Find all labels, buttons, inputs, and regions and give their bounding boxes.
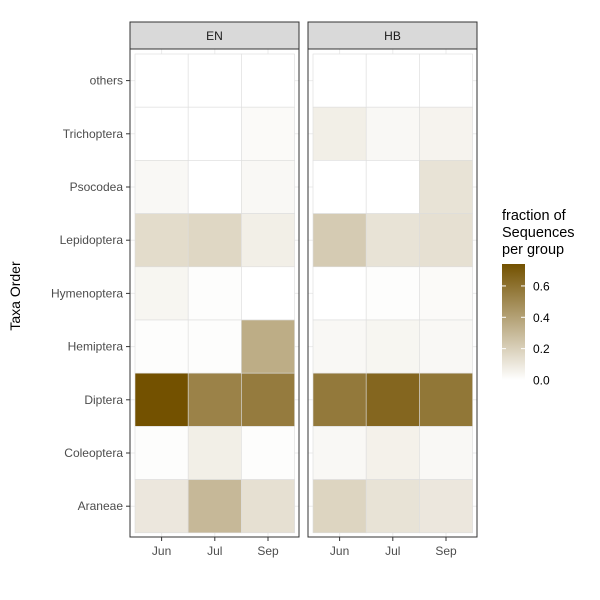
facet-panels: EN Jun Jul Sep HB Jun Jul Sep others Trichoptera P… bbox=[51, 21, 478, 558]
facet-strip bbox=[129, 21, 300, 50]
x-tick-label: Jul bbox=[385, 544, 400, 558]
legend-title-line: fraction of bbox=[502, 208, 567, 224]
heatmap-tile bbox=[419, 160, 473, 214]
legend-tick-label: 0.2 bbox=[533, 342, 550, 356]
heatmap-tile bbox=[312, 53, 367, 108]
heatmap-tile bbox=[187, 106, 242, 161]
heatmap-tile bbox=[365, 479, 420, 534]
heatmap-tile bbox=[419, 372, 473, 427]
x-tick-label: Sep bbox=[257, 544, 279, 558]
heatmap-tile bbox=[312, 479, 367, 534]
heatmap-tile bbox=[187, 426, 242, 480]
y-tick-label: Diptera bbox=[84, 393, 123, 407]
facet-strip-label: EN bbox=[206, 29, 223, 43]
y-tick-label: Hemiptera bbox=[68, 340, 124, 354]
heatmap-tile bbox=[134, 53, 189, 108]
heatmap-tile bbox=[241, 266, 295, 321]
heatmap-tile bbox=[419, 266, 473, 321]
heatmap-tile bbox=[312, 213, 367, 268]
facet-strip-label: HB bbox=[384, 29, 401, 43]
heatmap-tile bbox=[241, 160, 295, 214]
heatmap-tile bbox=[312, 319, 367, 374]
heatmap-tile bbox=[241, 319, 295, 374]
heatmap-tile bbox=[419, 213, 473, 268]
heatmap-tile bbox=[241, 372, 295, 427]
heatmap-tile bbox=[187, 319, 242, 374]
facet-strip bbox=[307, 21, 478, 50]
y-tick-label: Lepidoptera bbox=[60, 233, 124, 247]
heatmap-tile bbox=[187, 160, 242, 214]
heatmap-tile bbox=[365, 53, 420, 108]
legend-tick-label: 0.0 bbox=[533, 374, 550, 388]
heatmap-tile bbox=[312, 266, 367, 321]
y-axis: others Trichoptera Psocodea Lepidoptera Hyme… bbox=[51, 74, 130, 513]
y-tick-label: others bbox=[90, 74, 123, 88]
heatmap-tile bbox=[419, 426, 473, 480]
legend-tick-label: 0.6 bbox=[533, 279, 550, 293]
heatmap-tile bbox=[365, 319, 420, 374]
heatmap-tile bbox=[134, 160, 189, 214]
heatmap-tile bbox=[134, 319, 189, 374]
legend-colorbar bbox=[502, 264, 525, 380]
x-tick-label: Jul bbox=[207, 544, 222, 558]
y-tick-label: Psocodea bbox=[70, 180, 124, 194]
heatmap-tile bbox=[241, 426, 295, 480]
heatmap-tile bbox=[187, 479, 242, 534]
y-tick-label: Coleoptera bbox=[64, 446, 123, 460]
facet-en: EN Jun Jul Sep bbox=[129, 21, 300, 558]
heatmap-tile bbox=[312, 106, 367, 161]
heatmap-tile bbox=[134, 266, 189, 321]
heatmap-tile bbox=[187, 372, 242, 427]
heatmap-tile bbox=[134, 372, 189, 427]
heatmap-tile bbox=[419, 53, 473, 108]
heatmap-tile bbox=[241, 213, 295, 268]
heatmap-tile bbox=[312, 160, 367, 214]
y-axis-title: Taxa Order bbox=[7, 261, 23, 331]
heatmap-tile bbox=[365, 160, 420, 214]
heatmap-tile bbox=[241, 53, 295, 108]
legend-title-line: Sequences bbox=[502, 225, 575, 241]
heatmap-tile bbox=[365, 266, 420, 321]
heatmap-tile bbox=[187, 53, 242, 108]
heatmap-tile bbox=[419, 319, 473, 374]
legend-tick-label: 0.4 bbox=[533, 311, 550, 325]
heatmap-tile bbox=[365, 213, 420, 268]
heatmap-tile bbox=[187, 266, 242, 321]
facet-hb: HB Jun Jul Sep bbox=[307, 21, 478, 558]
heatmap-tile bbox=[419, 479, 473, 534]
heatmap-tile bbox=[134, 426, 189, 480]
x-tick-label: Sep bbox=[435, 544, 457, 558]
y-tick-label: Hymenoptera bbox=[51, 286, 123, 300]
legend-title-line: per group bbox=[502, 242, 564, 258]
y-tick-label: Trichoptera bbox=[63, 127, 124, 141]
heatmap-tile bbox=[187, 213, 242, 268]
heatmap-tile bbox=[134, 213, 189, 268]
y-tick-label: Araneae bbox=[78, 499, 124, 513]
heatmap-tile bbox=[312, 426, 367, 480]
heatmap-tile bbox=[134, 479, 189, 534]
heatmap-tile bbox=[365, 426, 420, 480]
heatmap-tile bbox=[134, 106, 189, 161]
heatmap-tile bbox=[312, 372, 367, 427]
heatmap-tile bbox=[241, 106, 295, 161]
heatmap-tile bbox=[365, 372, 420, 427]
heatmap-tile bbox=[241, 479, 295, 534]
x-tick-label: Jun bbox=[152, 544, 171, 558]
x-tick-label: Jun bbox=[330, 544, 349, 558]
heatmap-tile bbox=[365, 106, 420, 161]
heatmap-tile bbox=[419, 106, 473, 161]
